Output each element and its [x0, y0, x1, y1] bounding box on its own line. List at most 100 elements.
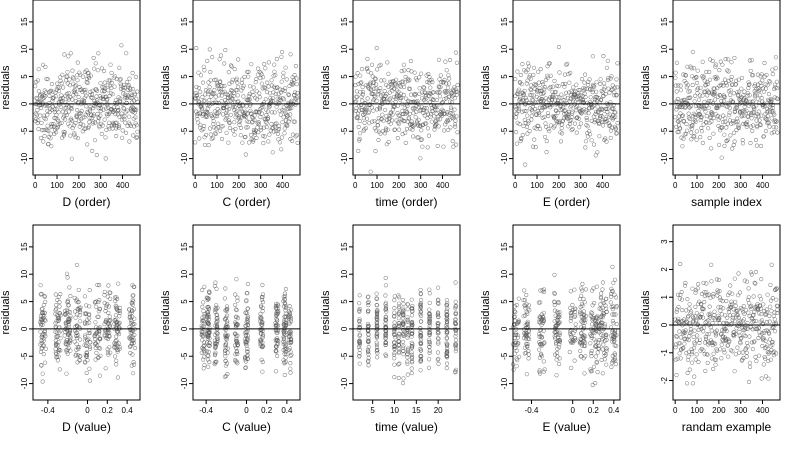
residual-point: [224, 130, 229, 135]
residual-point: [750, 327, 755, 332]
residual-point: [439, 80, 444, 85]
residual-point: [695, 333, 700, 338]
residual-point: [578, 121, 583, 126]
residual-point: [540, 80, 545, 85]
residual-point: [69, 156, 74, 161]
residual-point: [676, 130, 681, 135]
y-tick-label: -10: [340, 152, 349, 164]
residual-point: [536, 110, 542, 115]
residual-point: [737, 89, 742, 94]
residual-point: [117, 308, 122, 313]
residual-point: [513, 115, 518, 120]
residual-point: [354, 106, 359, 111]
residual-point: [697, 93, 702, 98]
residual-point: [750, 128, 755, 133]
x-tick-label: 200: [712, 181, 726, 190]
residual-point: [599, 357, 604, 363]
residual-point: [409, 92, 414, 97]
residual-point: [580, 281, 585, 287]
residual-point: [702, 99, 707, 104]
residual-point: [53, 94, 58, 99]
residual-point: [730, 99, 735, 104]
residual-point: [55, 297, 60, 303]
residual-point: [701, 122, 706, 127]
residual-point: [228, 112, 233, 117]
residual-point: [243, 365, 248, 371]
residual-point: [398, 84, 403, 89]
residual-point: [430, 90, 435, 95]
y-tick-label: 0: [180, 326, 189, 331]
residual-point: [392, 320, 397, 325]
residual-point: [455, 130, 460, 135]
residual-point: [238, 125, 244, 130]
residual-point: [595, 370, 600, 375]
residual-point: [409, 350, 414, 355]
residual-point: [591, 142, 597, 147]
residual-point: [596, 109, 601, 115]
residual-point: [232, 331, 237, 336]
residual-point: [758, 122, 763, 128]
residual-point: [121, 87, 126, 93]
residual-point: [542, 85, 547, 90]
residual-point: [97, 94, 103, 99]
residual-point: [74, 262, 80, 267]
residual-point: [115, 348, 120, 353]
residual-point: [448, 99, 453, 104]
residual-point: [269, 121, 274, 127]
residual-point: [753, 137, 759, 143]
residual-point: [117, 114, 122, 119]
residual-point: [447, 76, 452, 81]
residual-point: [393, 81, 398, 86]
residual-point: [524, 372, 529, 377]
residual-point: [576, 116, 581, 121]
residual-point: [54, 107, 59, 112]
residual-point: [452, 96, 457, 101]
residual-point: [85, 71, 90, 76]
residual-point: [41, 128, 46, 133]
residual-point: [774, 297, 779, 302]
residual-point: [196, 85, 201, 91]
residual-point: [578, 348, 583, 353]
residual-point: [590, 87, 595, 92]
residual-point: [747, 360, 752, 365]
residual-point: [734, 102, 739, 107]
residual-point: [437, 90, 442, 95]
residual-point: [590, 382, 595, 388]
residual-point: [712, 86, 717, 91]
residual-point: [537, 86, 542, 91]
residual-point: [130, 314, 135, 319]
residual-point: [107, 345, 112, 350]
residual-point: [683, 72, 688, 77]
residual-point: [120, 128, 125, 133]
residual-point: [283, 110, 288, 115]
residual-point: [765, 292, 770, 297]
residual-point: [416, 123, 421, 128]
residual-point: [262, 116, 267, 121]
residual-point: [693, 304, 698, 309]
residual-point: [416, 117, 421, 122]
residual-point: [531, 98, 536, 103]
residual-point: [274, 121, 279, 126]
residual-point: [699, 311, 704, 316]
residual-point: [227, 120, 232, 125]
residual-point: [103, 86, 108, 91]
plot-frame: [32, 224, 141, 401]
residual-point: [600, 347, 605, 352]
x-tick-label: 10: [390, 406, 399, 415]
residual-point: [273, 369, 279, 374]
residual-point: [414, 109, 419, 114]
residual-point: [244, 97, 249, 102]
residual-point: [747, 58, 752, 63]
residual-point: [53, 292, 58, 297]
residual-point: [573, 105, 578, 110]
residual-point: [557, 70, 562, 75]
residual-point: [378, 86, 383, 91]
residual-point: [711, 351, 716, 356]
residual-point: [87, 378, 92, 383]
residual-point: [44, 127, 49, 132]
residual-point: [103, 308, 108, 314]
residual-point: [451, 114, 456, 119]
residual-point: [226, 118, 231, 123]
residual-point: [428, 85, 433, 90]
residual-point: [524, 108, 529, 114]
